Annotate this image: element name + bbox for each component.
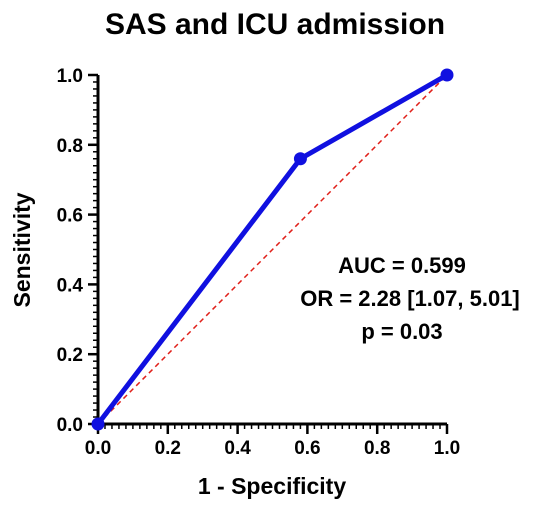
stats-annotation: AUC = 0.599 OR = 2.28 [1.07, 5.01] p = 0… xyxy=(300,253,520,344)
y-tick-label: 0.2 xyxy=(57,345,83,366)
y-tick-label: 0.8 xyxy=(57,136,83,157)
y-tick-label: 1.0 xyxy=(57,66,83,87)
reference-diagonal-line xyxy=(97,74,448,425)
odds-ratio-annotation: OR = 2.28 [1.07, 5.01] xyxy=(300,286,520,311)
x-tick-label: 0.4 xyxy=(224,438,251,459)
roc-data-point xyxy=(440,68,454,82)
x-tick-label: 0.2 xyxy=(155,438,181,459)
chart-title: SAS and ICU admission xyxy=(105,8,445,41)
y-tick-label: 0.6 xyxy=(57,206,83,227)
roc-data-point xyxy=(293,152,307,166)
y-tick-label: 0.4 xyxy=(57,275,84,296)
x-axis-label: 1 - Specificity xyxy=(198,473,346,499)
x-tick-label: 0.0 xyxy=(85,438,111,459)
x-tick-label: 0.6 xyxy=(294,438,320,459)
roc-data-point xyxy=(91,417,105,431)
x-tick-label: 0.8 xyxy=(364,438,390,459)
y-tick-label: 0.0 xyxy=(57,415,83,436)
plot-series xyxy=(91,68,454,431)
axes: 0.0 0.2 0.4 0.6 0.8 1.0 0.0 0.2 0.4 0.6 0.8 1.0 xyxy=(57,66,461,459)
auc-annotation: AUC = 0.599 xyxy=(338,253,466,278)
x-tick-label: 1.0 xyxy=(434,438,460,459)
y-axis-label: Sensitivity xyxy=(9,192,35,307)
p-value-annotation: p = 0.03 xyxy=(361,319,442,344)
